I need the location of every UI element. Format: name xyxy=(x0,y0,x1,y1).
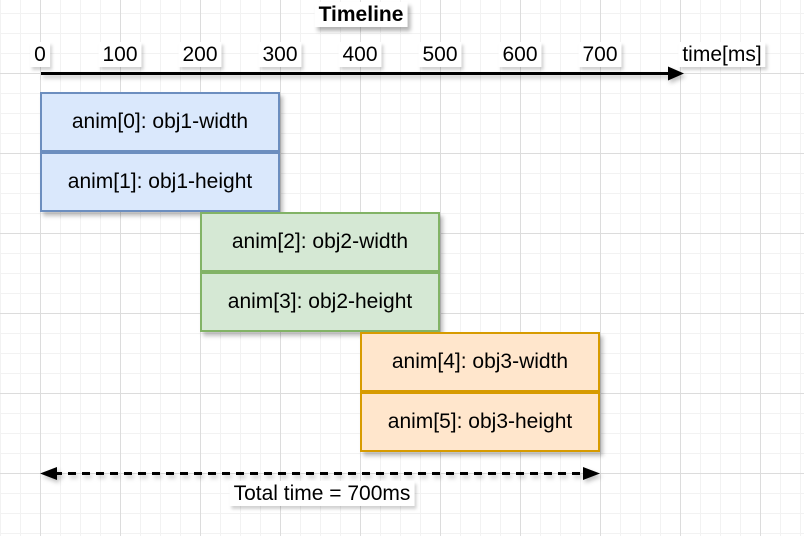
axis-tick-label: 200 xyxy=(178,42,222,67)
axis-tick-label: 700 xyxy=(578,42,622,67)
bar-anim-1[interactable]: anim[1]: obj1-height xyxy=(40,152,280,212)
bar-anim-2[interactable]: anim[2]: obj2-width xyxy=(200,212,440,272)
time-axis-arrowhead-icon xyxy=(668,66,684,81)
diagram-title: Timeline xyxy=(314,2,408,27)
axis-tick-label: 300 xyxy=(258,42,302,67)
bar-anim-4[interactable]: anim[4]: obj3-width xyxy=(360,332,600,392)
axis-unit-label: time[ms] xyxy=(678,42,766,67)
total-time-right-arrowhead-icon xyxy=(583,467,600,480)
axis-tick-label: 400 xyxy=(338,42,382,67)
total-time-left-arrowhead-icon xyxy=(40,467,57,480)
total-time-label: Total time = 700ms xyxy=(229,481,415,506)
axis-tick-label: 0 xyxy=(30,42,50,67)
bar-anim-5[interactable]: anim[5]: obj3-height xyxy=(360,392,600,452)
axis-tick-label: 500 xyxy=(418,42,462,67)
axis-tick-label: 600 xyxy=(498,42,542,67)
axis-tick-label: 100 xyxy=(98,42,142,67)
bar-anim-3[interactable]: anim[3]: obj2-height xyxy=(200,272,440,332)
bar-anim-0[interactable]: anim[0]: obj1-width xyxy=(40,92,280,152)
